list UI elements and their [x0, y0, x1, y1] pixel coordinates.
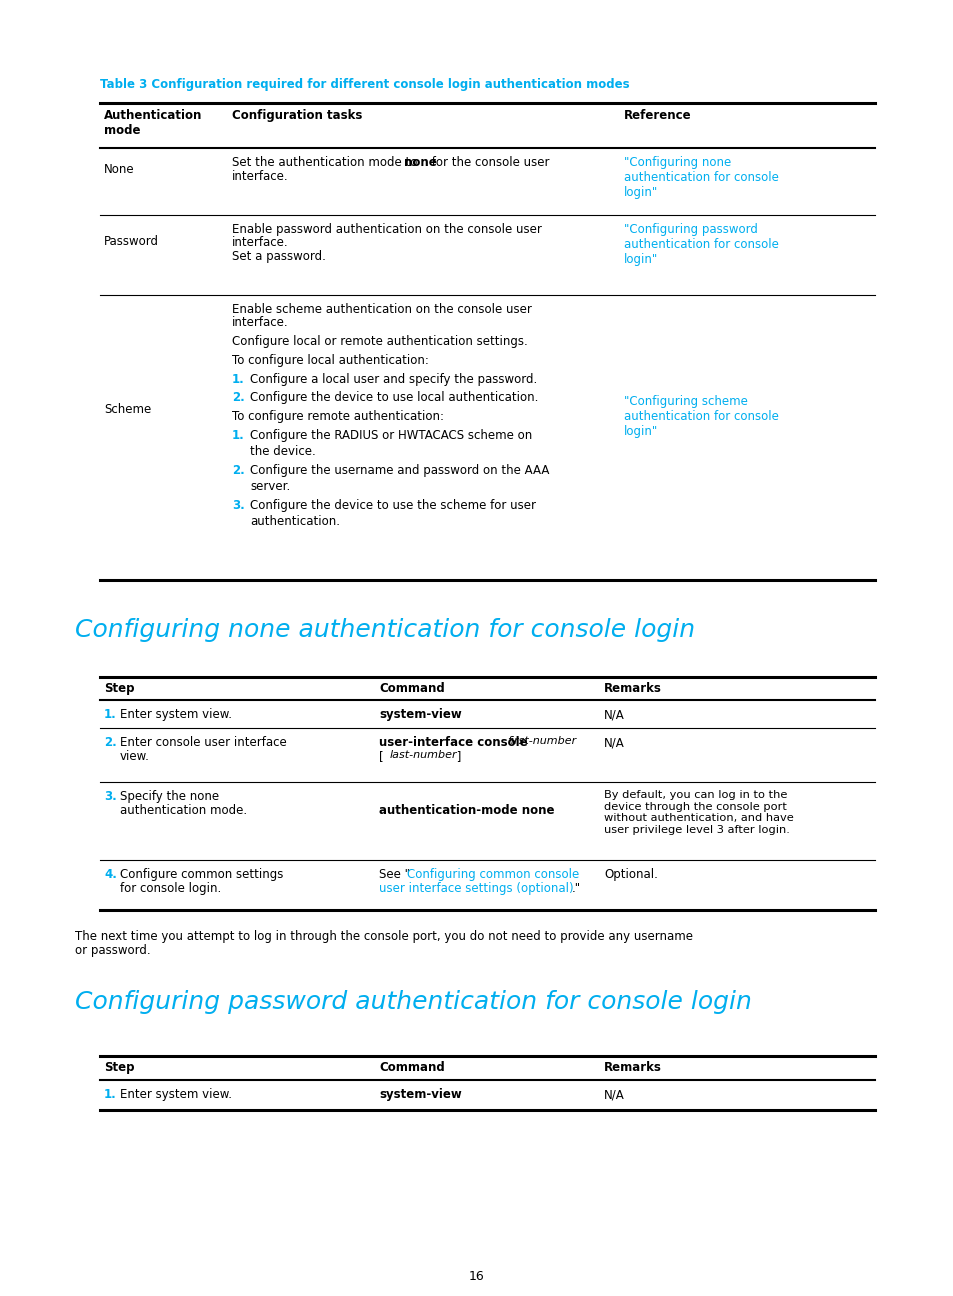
Text: for console login.: for console login.	[120, 883, 221, 896]
Text: Enter system view.: Enter system view.	[120, 1089, 232, 1102]
Text: None: None	[104, 163, 134, 176]
Text: Remarks: Remarks	[603, 1061, 661, 1074]
Text: authentication mode.: authentication mode.	[120, 804, 247, 816]
Text: Set the authentication mode to: Set the authentication mode to	[232, 156, 420, 168]
Text: Enter system view.: Enter system view.	[120, 708, 232, 721]
Text: Scheme: Scheme	[104, 403, 152, 416]
Text: Table 3 Configuration required for different console login authentication modes: Table 3 Configuration required for diffe…	[100, 78, 629, 91]
Text: Configuration tasks: Configuration tasks	[232, 109, 362, 122]
Text: "Configuring none
authentication for console
login": "Configuring none authentication for con…	[623, 156, 778, 200]
Text: first-number: first-number	[506, 736, 576, 746]
Text: Enable scheme authentication on the console user: Enable scheme authentication on the cons…	[232, 303, 532, 316]
Text: 16: 16	[469, 1270, 484, 1283]
Text: The next time you attempt to log in through the console port, you do not need to: The next time you attempt to log in thro…	[75, 931, 692, 943]
Text: none: none	[403, 156, 436, 168]
Text: interface.: interface.	[232, 170, 289, 183]
Text: "Configuring scheme
authentication for console
login": "Configuring scheme authentication for c…	[623, 395, 778, 438]
Text: Configure the device to use the scheme for user: Configure the device to use the scheme f…	[250, 499, 536, 512]
Text: N/A: N/A	[603, 1089, 624, 1102]
Text: 2.: 2.	[232, 464, 245, 477]
Text: .": ."	[572, 883, 580, 896]
Text: Configuring password authentication for console login: Configuring password authentication for …	[75, 990, 751, 1013]
Text: authentication.: authentication.	[250, 515, 339, 527]
Text: authentication-mode none: authentication-mode none	[378, 804, 554, 816]
Text: Command: Command	[378, 682, 444, 695]
Text: server.: server.	[250, 480, 290, 492]
Text: 1.: 1.	[104, 1089, 116, 1102]
Text: Configuring none authentication for console login: Configuring none authentication for cons…	[75, 618, 695, 642]
Text: Configure a local user and specify the password.: Configure a local user and specify the p…	[250, 373, 537, 386]
Text: See ": See "	[378, 868, 410, 881]
Text: [: [	[378, 750, 387, 763]
Text: 3.: 3.	[232, 499, 245, 512]
Text: By default, you can log in to the
device through the console port
without authen: By default, you can log in to the device…	[603, 791, 793, 835]
Text: ]: ]	[453, 750, 461, 763]
Text: Step: Step	[104, 682, 134, 695]
Text: 4.: 4.	[104, 868, 117, 881]
Text: 1.: 1.	[232, 429, 245, 442]
Text: Configure local or remote authentication settings.: Configure local or remote authentication…	[232, 336, 527, 349]
Text: Specify the none: Specify the none	[120, 791, 219, 804]
Text: user-interface console: user-interface console	[378, 736, 531, 749]
Text: Configure common settings: Configure common settings	[120, 868, 283, 881]
Text: 1.: 1.	[232, 373, 245, 386]
Text: Configuring common console: Configuring common console	[407, 868, 578, 881]
Text: Configure the RADIUS or HWTACACS scheme on: Configure the RADIUS or HWTACACS scheme …	[250, 429, 532, 442]
Text: Password: Password	[104, 235, 159, 248]
Text: Configure the username and password on the AAA: Configure the username and password on t…	[250, 464, 549, 477]
Text: To configure local authentication:: To configure local authentication:	[232, 354, 429, 367]
Text: 3.: 3.	[104, 791, 116, 804]
Text: Reference: Reference	[623, 109, 691, 122]
Text: "Configuring password
authentication for console
login": "Configuring password authentication for…	[623, 223, 778, 266]
Text: To configure remote authentication:: To configure remote authentication:	[232, 410, 443, 422]
Text: Configure the device to use local authentication.: Configure the device to use local authen…	[250, 391, 537, 404]
Text: interface.: interface.	[232, 316, 289, 329]
Text: Remarks: Remarks	[603, 682, 661, 695]
Text: 1.: 1.	[104, 708, 116, 721]
Text: last-number: last-number	[390, 750, 457, 759]
Text: Enable password authentication on the console user: Enable password authentication on the co…	[232, 223, 541, 236]
Text: interface.: interface.	[232, 236, 289, 249]
Text: N/A: N/A	[603, 708, 624, 721]
Text: Step: Step	[104, 1061, 134, 1074]
Text: N/A: N/A	[603, 736, 624, 749]
Text: user interface settings (optional): user interface settings (optional)	[378, 883, 573, 896]
Text: for the console user: for the console user	[428, 156, 549, 168]
Text: system-view: system-view	[378, 1089, 461, 1102]
Text: 2.: 2.	[104, 736, 116, 749]
Text: view.: view.	[120, 750, 150, 763]
Text: system-view: system-view	[378, 708, 461, 721]
Text: Optional.: Optional.	[603, 868, 658, 881]
Text: Set a password.: Set a password.	[232, 250, 326, 263]
Text: 2.: 2.	[232, 391, 245, 404]
Text: Command: Command	[378, 1061, 444, 1074]
Text: or password.: or password.	[75, 943, 151, 956]
Text: the device.: the device.	[250, 445, 315, 457]
Text: Enter console user interface: Enter console user interface	[120, 736, 287, 749]
Text: Authentication
mode: Authentication mode	[104, 109, 202, 137]
